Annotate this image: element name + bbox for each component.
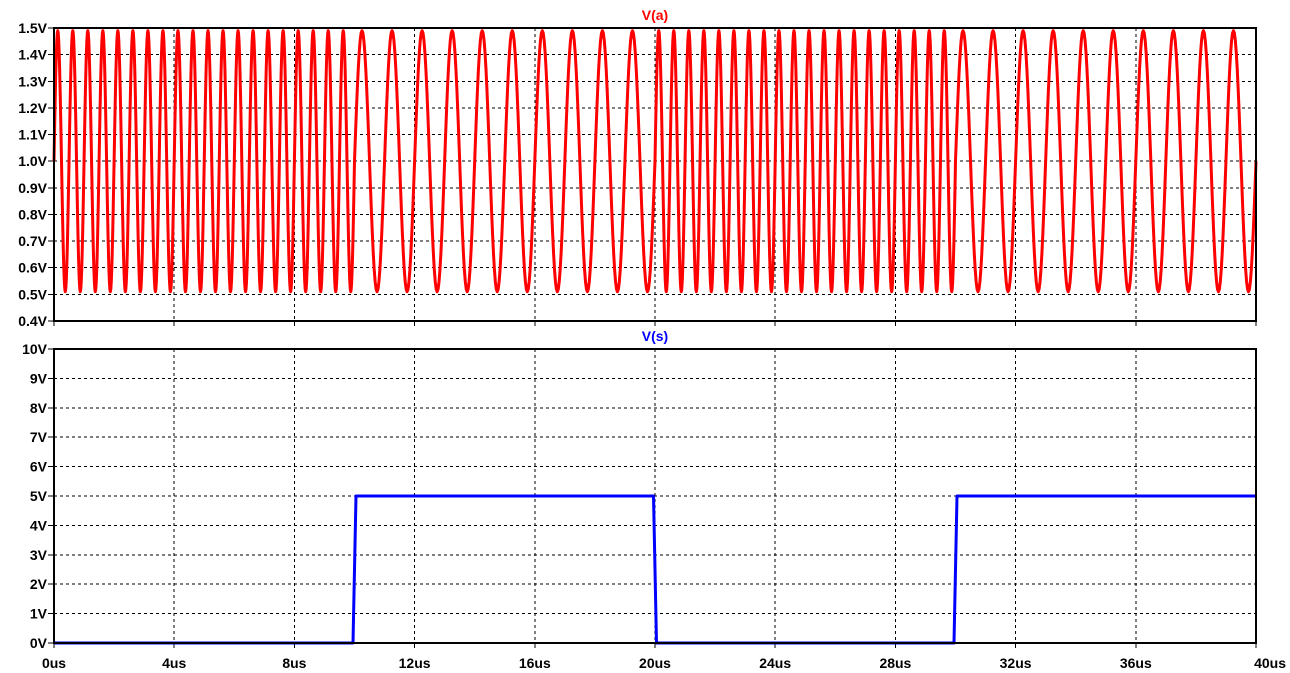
y-tick-label: 6V (30, 459, 48, 475)
series-line-vs (54, 494, 1256, 645)
y-tick-label: 0.9V (18, 180, 47, 196)
x-tick-label: 24us (759, 655, 791, 671)
y-tick-label: 0.8V (18, 206, 47, 222)
plot-frame (53, 27, 1257, 322)
y-tick-label: 2V (30, 576, 48, 592)
y-tick-label: 4V (30, 517, 48, 533)
x-tick-label: 8us (282, 655, 306, 671)
chart-title: V(a) (642, 7, 668, 23)
y-tick-label: 3V (30, 547, 48, 563)
y-tick-label: 0.7V (18, 233, 47, 249)
y-tick-label: 1.1V (18, 127, 47, 143)
x-axis-labels: 0us 4us 8us 12us 16us 20us 24us 28us 32us 36us 40u… (42, 655, 1286, 671)
y-tick-label: 7V (30, 429, 48, 445)
y-tick-label: 5V (30, 488, 48, 504)
y-tick-label: 9V (30, 370, 48, 386)
x-tick-label: 0us (42, 655, 66, 671)
y-tick-label: 0V (30, 635, 48, 651)
x-tick-label: 36us (1120, 655, 1152, 671)
y-tick-label: 0.5V (18, 286, 47, 302)
x-tick-label: 20us (639, 655, 671, 671)
y-tick-label: 10V (22, 341, 48, 357)
y-tick-label: 1.2V (18, 100, 47, 116)
y-tick-label: 0.6V (18, 260, 47, 276)
x-tick-label: 32us (1000, 655, 1032, 671)
y-tick-label: 1.4V (18, 47, 47, 63)
x-tick-label: 28us (879, 655, 911, 671)
x-tick-label: 40us (1254, 655, 1286, 671)
x-tick-label: 4us (162, 655, 186, 671)
x-tick-label: 12us (399, 655, 431, 671)
series-line-va (52, 29, 1258, 294)
y-tick-label: 1.5V (18, 20, 47, 36)
panel-vs: V(s) 0V 1V 2V 3V 4V 5V 6V 7V 8V 9V 10V (22, 328, 1257, 651)
y-tick-label: 0.4V (18, 313, 47, 329)
x-tick-label: 16us (519, 655, 551, 671)
y-tick-label: 1.0V (18, 153, 47, 169)
plot-frame (53, 348, 1257, 644)
y-tick-label: 1V (30, 606, 48, 622)
chart-title: V(s) (642, 328, 668, 344)
y-tick-label: 1.3V (18, 73, 47, 89)
y-tick-label: 8V (30, 400, 48, 416)
panel-va: V(a) 0.4V 0.5V 0.6V 0.7V 0.8V 0.9V 1.0V 1.1V 1.2V… (18, 7, 1258, 329)
